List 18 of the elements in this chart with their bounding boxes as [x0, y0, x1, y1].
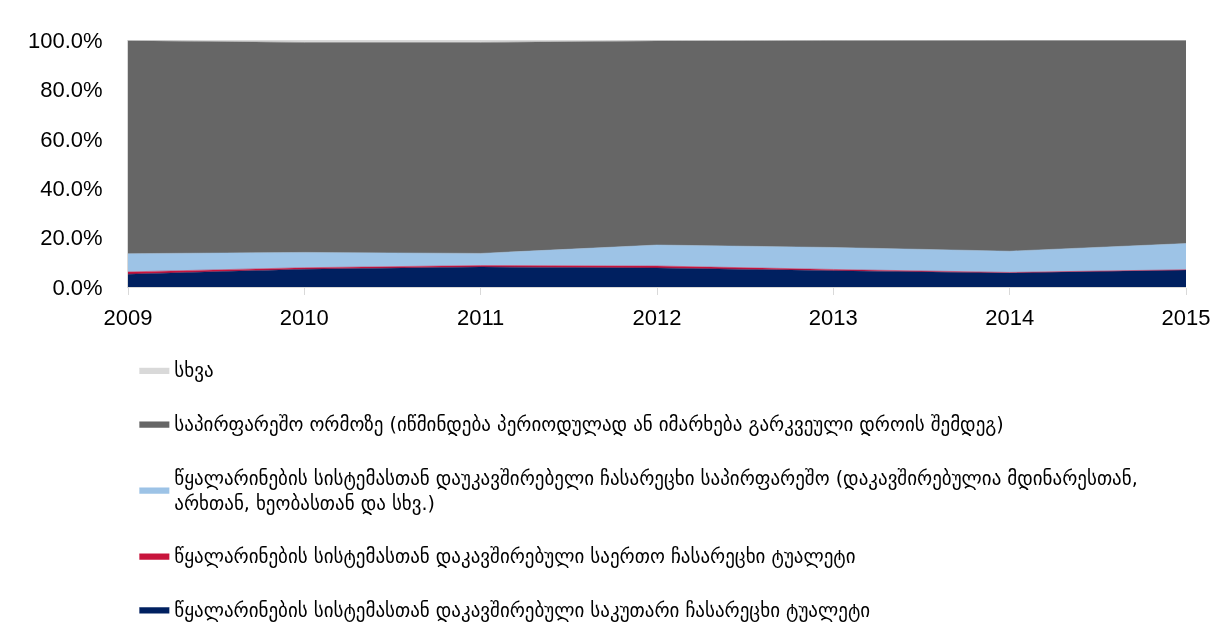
x-tick-label: 2010	[279, 305, 329, 331]
legend-label: სხვა	[174, 359, 214, 383]
legend-label: წყალარინების სისტემასთან დაუკავშირებელი ჩასარეცხი საპირფარეშო (დაკავშირებულია მდინარესთან, არხთან, ხეობასთან და სხვ.)	[174, 466, 1138, 515]
legend-label: წყალარინების სისტემასთან დაკავშირებული საკუთარი ჩასარეცხი ტუალეტი	[174, 598, 871, 622]
y-tick-label: 60.0%	[40, 126, 103, 152]
x-tick-label: 2009	[103, 305, 153, 331]
x-tick-label: 2011	[457, 305, 505, 331]
x-tick-label: 2013	[808, 305, 858, 331]
legend-label: წყალარინების სისტემასთან დაკავშირებული საერთო ჩასარეცხი ტუალეტი	[174, 545, 856, 569]
x-tick-label: 2014	[985, 305, 1035, 331]
y-tick-label: 40.0%	[40, 175, 103, 201]
y-tick-label: 80.0%	[40, 77, 103, 103]
y-tick-label: 100.0%	[27, 27, 103, 53]
y-tick-label: 20.0%	[40, 225, 103, 251]
x-tick-label: 2015	[1161, 305, 1211, 331]
x-tick-label: 2012	[632, 305, 682, 331]
y-tick-label: 0.0%	[52, 274, 103, 300]
legend-label: საპირფარეშო ორმოზე (იწმინდება პერიოდულად ან იმარხება გარკვეული დროის შემდეგ)	[174, 413, 1004, 437]
